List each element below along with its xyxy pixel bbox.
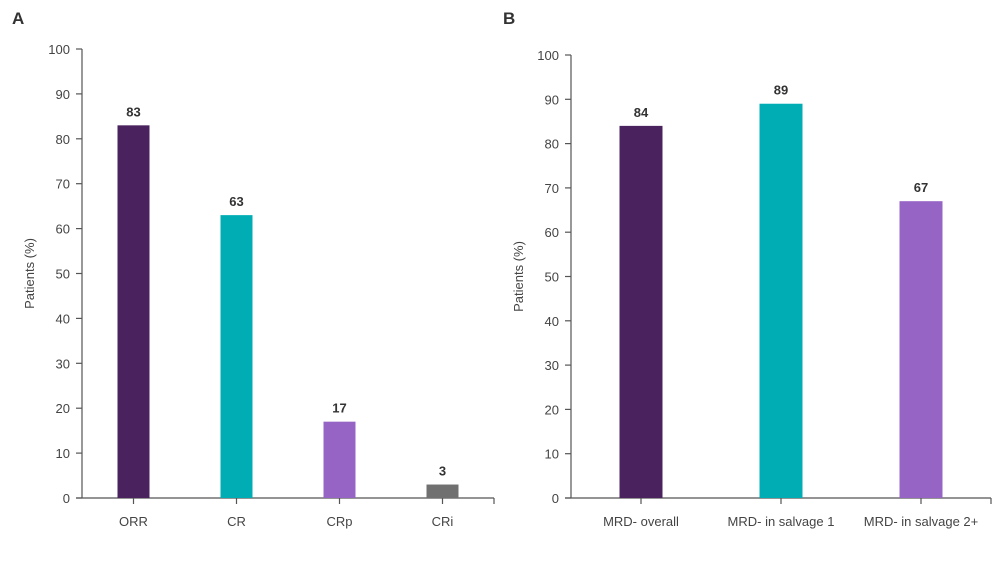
data-label: 17: [332, 401, 346, 416]
y-tick-label: 60: [545, 225, 559, 240]
y-tick-label: 40: [56, 311, 70, 326]
data-label: 84: [634, 105, 649, 120]
y-tick-label: 10: [545, 447, 559, 462]
y-tick-label: 0: [552, 491, 559, 506]
y-tick-label: 70: [56, 177, 70, 192]
bar-mrd-in-salvage-2-: [899, 201, 943, 498]
data-label: 67: [914, 180, 928, 195]
y-tick-label: 30: [56, 356, 70, 371]
panel-b: B 0 10 20 30 40 50 60 70 80 90 100 Patients (%) 84 MRD…: [503, 9, 992, 529]
y-axis-title: Patients (%): [511, 241, 526, 312]
data-label: 63: [229, 194, 243, 209]
y-tick-label: 70: [545, 181, 559, 196]
bar-mrd-in-salvage-1: [759, 103, 803, 498]
bar-orr: [117, 125, 150, 498]
bar-cri: [426, 484, 459, 498]
y-tick-label: 100: [48, 42, 70, 57]
y-tick-label: 20: [545, 402, 559, 417]
y-tick-label: 50: [56, 267, 70, 282]
panel-a: A 0 10 20 30 40 50 60 70 80 90 100 Patients (%) 83 ORR…: [12, 9, 495, 529]
data-label: 83: [126, 104, 140, 119]
y-tick-label: 0: [63, 491, 70, 506]
y-tick-label: 30: [545, 358, 559, 373]
y-tick-label: 80: [56, 132, 70, 147]
y-axis-title: Patients (%): [22, 238, 37, 309]
y-tick-label: 40: [545, 314, 559, 329]
x-tick-label: CR: [227, 514, 246, 529]
panel-label: B: [503, 9, 515, 28]
y-tick-label: 90: [545, 92, 559, 107]
panel-label: A: [12, 9, 24, 28]
x-tick-label: CRp: [326, 514, 352, 529]
bar-crp: [323, 421, 356, 498]
y-tick-label: 100: [537, 48, 559, 63]
x-tick-label: MRD- in salvage 1: [728, 514, 835, 529]
y-tick-label: 20: [56, 401, 70, 416]
bar-mrd-overall: [619, 125, 663, 498]
x-tick-label: CRi: [432, 514, 454, 529]
x-tick-label: MRD- overall: [603, 514, 679, 529]
data-label: 3: [439, 464, 446, 479]
bar-cr: [220, 215, 253, 498]
y-tick-label: 10: [56, 446, 70, 461]
data-label: 89: [774, 83, 788, 98]
x-tick-label: MRD- in salvage 2+: [864, 514, 979, 529]
y-tick-label: 50: [545, 270, 559, 285]
y-tick-label: 90: [56, 87, 70, 102]
y-tick-label: 60: [56, 222, 70, 237]
y-tick-label: 80: [545, 137, 559, 152]
x-tick-label: ORR: [119, 514, 148, 529]
